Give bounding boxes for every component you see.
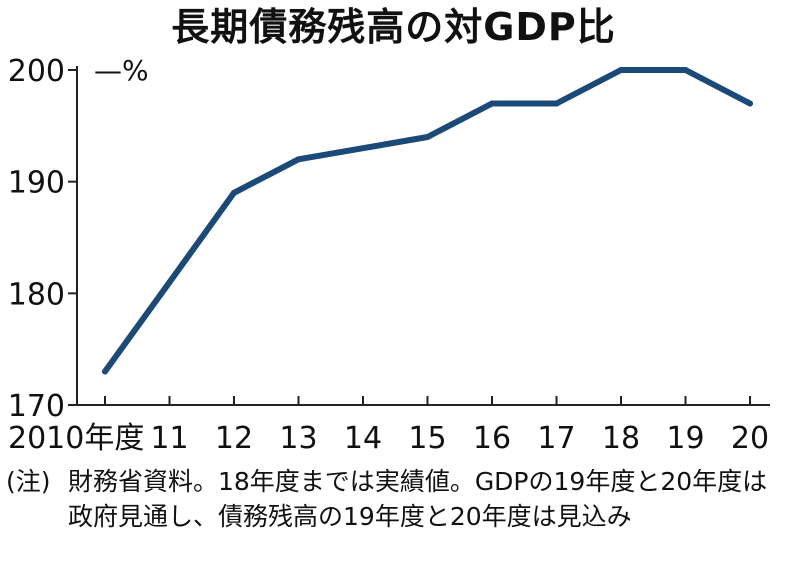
x-tick-label-6: 16: [473, 421, 511, 456]
x-tick-label-9: 19: [666, 421, 704, 456]
data-point-10: [747, 100, 753, 107]
data-point-4: [360, 145, 366, 152]
data-point-9: [682, 67, 689, 73]
data-point-8: [618, 67, 624, 73]
series-line-0: [102, 67, 753, 375]
footnote: (注) 財務省資料。18年度までは実績値。GDPの19年度と20年度は政府見通し…: [6, 464, 776, 534]
y-tick-label-180: 180: [8, 277, 65, 312]
footnote-prefix: (注): [6, 467, 51, 496]
data-point-3: [295, 156, 302, 163]
data-point-1: [166, 279, 173, 286]
series: [102, 67, 753, 375]
axes: [68, 66, 770, 406]
footnote-text: 財務省資料。18年度までは実績値。GDPの19年度と20年度は政府見通し、債務残…: [68, 467, 768, 531]
y-tick-label-200: 200: [8, 54, 65, 89]
tick-labels: 170 180 190 200 —% 2010年度 11 12 13 14 15 16 17 18 19 20: [8, 54, 769, 456]
x-tick-label-3: 13: [279, 421, 317, 456]
data-point-7: [553, 100, 560, 107]
x-tick-label-8: 18: [602, 421, 640, 456]
data-point-5: [424, 134, 431, 140]
x-tick-label-4: 14: [344, 421, 382, 456]
y-tick-label-190: 190: [8, 166, 65, 201]
x-tick-label-0: 2010年度: [8, 421, 144, 456]
x-tick-label-7: 17: [537, 421, 575, 456]
y-tick-label-170: 170: [8, 389, 65, 424]
x-tick-label-10: 20: [731, 421, 769, 456]
x-tick-label-1: 11: [150, 421, 188, 456]
x-tick-label-5: 15: [408, 421, 446, 456]
y-unit-label: —%: [94, 54, 149, 87]
chart-title: 長期債務残高の対GDP比: [171, 5, 616, 49]
data-point-6: [489, 100, 495, 107]
data-point-0: [102, 368, 108, 375]
x-tick-label-2: 12: [215, 421, 253, 456]
data-point-2: [231, 189, 237, 196]
